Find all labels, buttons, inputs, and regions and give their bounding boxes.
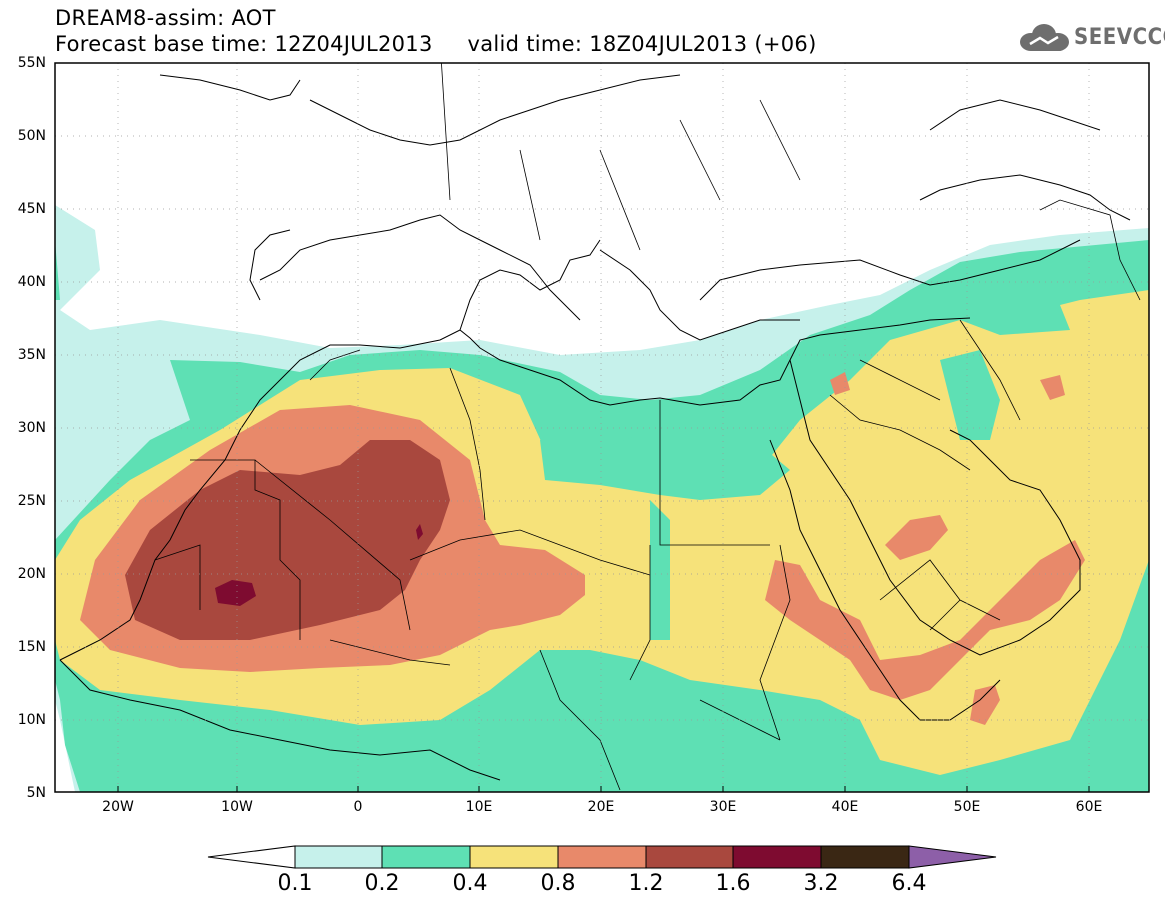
lon-label-0: 0: [353, 799, 363, 815]
map-gridlines: [55, 63, 1149, 792]
lon-label-60e: 60E: [1075, 799, 1103, 815]
map-borders: [154, 63, 1141, 791]
colorbar-label-1.6: 1.6: [715, 871, 751, 896]
logo-text: SEEVCCC: [1074, 25, 1165, 50]
aot-band-1.2: [125, 440, 450, 640]
colorbar: [207, 845, 997, 869]
aot-band-0.2: [55, 240, 60, 300]
lat-label-5n: 5N: [26, 785, 46, 801]
lon-label-20e: 20E: [587, 799, 615, 815]
lat-label-45n: 45N: [17, 201, 46, 217]
lat-label-55n: 55N: [17, 55, 46, 71]
lat-label-25n: 25N: [17, 493, 46, 509]
colorbar-label-3.2: 3.2: [803, 871, 839, 896]
colorbar-bin-2: [381, 845, 471, 869]
lon-label-10e: 10E: [465, 799, 493, 815]
map-coastlines: [59, 74, 1131, 781]
colorbar-under-arrow: [207, 845, 296, 869]
colorbar-label-0.4: 0.4: [452, 871, 488, 896]
colorbar-bin-5: [645, 845, 734, 869]
colorbar-over-arrow: [908, 845, 997, 869]
colorbar-label-0.8: 0.8: [540, 871, 576, 896]
lat-label-10n: 10N: [17, 712, 46, 728]
colorbar-bin-1: [294, 845, 383, 869]
aot-band-1.6: [215, 580, 256, 606]
colorbar-label-0.1: 0.1: [277, 871, 313, 896]
lat-label-15n: 15N: [17, 639, 46, 655]
colorbar-bin-4: [557, 845, 647, 869]
colorbar-label-6.4: 6.4: [891, 871, 927, 896]
map-title: DREAM8-assim: AOT: [55, 6, 276, 30]
lat-label-20n: 20N: [17, 566, 46, 582]
lon-label-30e: 30E: [709, 799, 737, 815]
colorbar-bin-3: [469, 845, 559, 869]
lat-label-50n: 50N: [17, 128, 46, 144]
lon-label-50e: 50E: [953, 799, 981, 815]
colorbar-bin-6: [732, 845, 822, 869]
colorbar-label-0.2: 0.2: [364, 871, 400, 896]
aot-field: [55, 205, 1149, 792]
cloud-logo-icon: [1020, 24, 1069, 51]
lon-label-40e: 40E: [831, 799, 859, 815]
lat-label-30n: 30N: [17, 420, 46, 436]
colorbar-bin-7: [820, 845, 910, 869]
forecast-time-subtitle: Forecast base time: 12Z04JUL2013 valid t…: [55, 32, 817, 56]
lat-label-40n: 40N: [17, 274, 46, 290]
colorbar-label-1.2: 1.2: [628, 871, 664, 896]
lat-label-35n: 35N: [17, 347, 46, 363]
map-frame: [54, 62, 1150, 793]
axis-ticks: [117, 786, 1090, 792]
lon-label-10w: 10W: [221, 799, 253, 815]
lon-label-20w: 20W: [102, 799, 134, 815]
